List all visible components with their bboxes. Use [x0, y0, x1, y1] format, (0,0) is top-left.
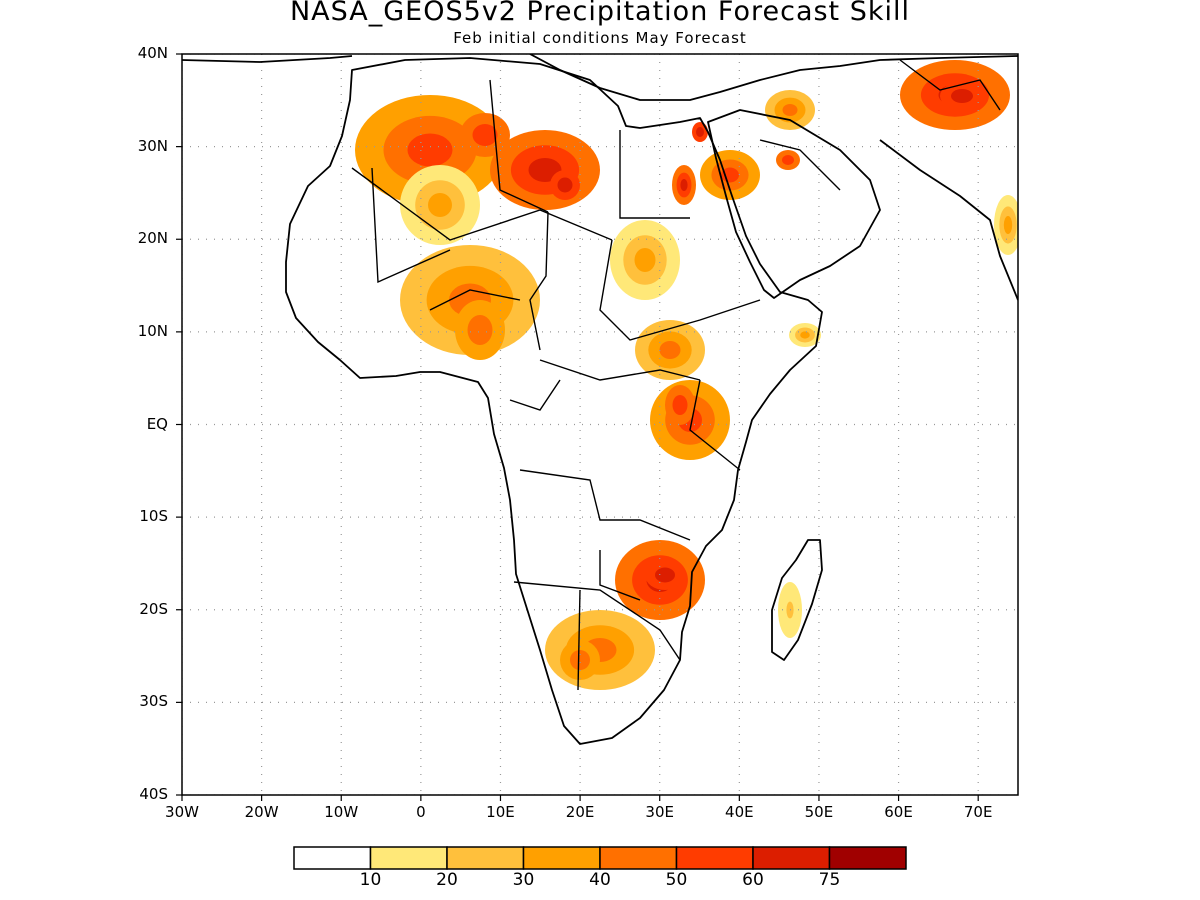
skill-core: [1003, 216, 1013, 234]
lon-label: 40E: [725, 803, 754, 821]
lon-label: 10E: [486, 803, 515, 821]
lon-label: 30E: [645, 803, 674, 821]
border-line: [429, 289, 521, 311]
axis-ticks: [176, 53, 979, 801]
lat-label: 10N: [137, 321, 168, 340]
madagascar-coastline: [771, 539, 823, 661]
colorbar-swatch: [828, 846, 907, 870]
skill-core: [570, 650, 590, 670]
lat-label: 30S: [139, 692, 168, 711]
colorbar: [293, 846, 907, 870]
arabia-coastline: [707, 109, 881, 299]
lat-label: 30N: [137, 136, 168, 155]
skill-core: [659, 341, 681, 359]
europe-asia-coastline: [182, 54, 1018, 301]
colorbar-swatch: [675, 846, 754, 870]
lat-label: 40S: [139, 785, 168, 803]
border-line: [619, 130, 690, 219]
border-line: [371, 167, 451, 284]
border-line: [689, 379, 741, 471]
map-title: NASA_GEOS5v2 Precipitation Forecast Skil…: [289, 0, 911, 27]
colorbar-swatch: [369, 846, 448, 870]
colorbar-label: 20: [436, 870, 458, 890]
border-line: [577, 589, 581, 691]
colorbar-label: 10: [359, 870, 382, 890]
colorbar-label: 75: [818, 870, 841, 890]
border-line: [489, 79, 549, 213]
lon-label: 0: [416, 803, 426, 821]
skill-core: [472, 124, 498, 146]
lon-label: 50E: [804, 803, 834, 821]
lon-label: 70E: [963, 803, 993, 821]
colorbar-label: 60: [742, 870, 764, 890]
skill-core: [782, 104, 798, 116]
border-line: [899, 59, 1001, 111]
lat-label: 40N: [137, 44, 168, 62]
skill-core: [782, 155, 794, 165]
skill-core: [951, 89, 973, 103]
lon-label: 20E: [565, 803, 595, 821]
country-borders: [351, 59, 1001, 691]
lat-label: 20N: [137, 229, 168, 248]
lat-label: 20S: [139, 599, 168, 618]
skill-core: [634, 248, 656, 272]
colorbar-label: 40: [589, 870, 611, 890]
border-line: [599, 550, 641, 601]
colorbar-label: 50: [665, 870, 688, 890]
skill-core: [672, 395, 688, 415]
border-line: [519, 469, 691, 541]
colorbar-swatch: [446, 846, 525, 870]
gridlines: [182, 54, 1018, 795]
lon-label: 20W: [244, 803, 279, 821]
skill-core: [557, 177, 573, 193]
border-line: [539, 359, 701, 381]
skill-core: [467, 315, 493, 345]
colorbar-label: 30: [512, 870, 535, 890]
skill-core: [428, 193, 452, 217]
skill-core: [407, 133, 453, 167]
colorbar-swatch: [599, 846, 678, 870]
border-line: [351, 167, 613, 241]
lon-label: 10W: [324, 803, 359, 821]
lat-label: 10S: [139, 507, 168, 526]
colorbar-swatch: [293, 846, 372, 870]
border-line: [509, 379, 561, 411]
skill-core: [696, 127, 704, 137]
skill-core: [800, 331, 810, 339]
lon-label: 60E: [884, 803, 913, 821]
skill-shading: [355, 60, 1018, 690]
map-subtitle: Feb initial conditions May Forecast: [453, 29, 747, 47]
border-line: [529, 211, 549, 351]
lat-label: EQ: [146, 414, 168, 433]
colorbar-swatch: [752, 846, 831, 870]
border-line: [513, 581, 681, 661]
skill-core: [680, 179, 688, 191]
border-line: [599, 239, 761, 341]
lon-label: 30W: [165, 803, 199, 821]
colorbar-swatch: [522, 846, 601, 870]
border-line: [759, 139, 841, 191]
skill-core: [655, 567, 675, 583]
